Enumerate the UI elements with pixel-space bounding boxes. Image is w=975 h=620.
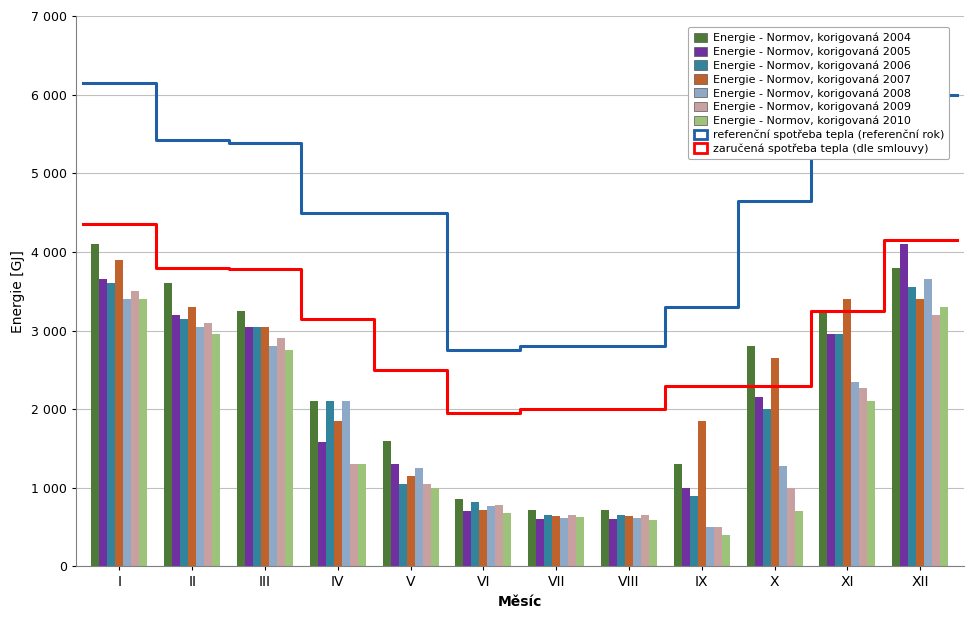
Legend: Energie - Normov, korigovaná 2004, Energie - Normov, korigovaná 2005, Energie - : Energie - Normov, korigovaná 2004, Energ… bbox=[688, 27, 950, 159]
Bar bbox=[755, 397, 762, 566]
Bar bbox=[819, 311, 828, 566]
Bar bbox=[916, 299, 924, 566]
Bar bbox=[196, 327, 204, 566]
Bar bbox=[924, 280, 932, 566]
Bar bbox=[900, 244, 908, 566]
Bar bbox=[132, 291, 139, 566]
Bar bbox=[932, 315, 940, 566]
Bar bbox=[528, 510, 536, 566]
Bar bbox=[787, 488, 795, 566]
Bar bbox=[625, 516, 633, 566]
Bar bbox=[480, 510, 488, 566]
Bar bbox=[536, 519, 544, 566]
Bar bbox=[391, 464, 399, 566]
Bar bbox=[399, 484, 407, 566]
Bar bbox=[188, 307, 196, 566]
Bar bbox=[836, 334, 843, 566]
Bar bbox=[940, 307, 949, 566]
Bar bbox=[795, 512, 802, 566]
Bar bbox=[633, 518, 641, 566]
Bar bbox=[107, 283, 115, 566]
Bar bbox=[124, 299, 132, 566]
Bar bbox=[463, 512, 471, 566]
Bar bbox=[237, 311, 245, 566]
Bar bbox=[99, 280, 107, 566]
Bar bbox=[689, 495, 698, 566]
Bar bbox=[892, 268, 900, 566]
Bar bbox=[204, 322, 213, 566]
Bar bbox=[277, 339, 285, 566]
Bar bbox=[358, 464, 366, 566]
Bar bbox=[115, 260, 124, 566]
Bar bbox=[382, 441, 391, 566]
Bar bbox=[333, 421, 342, 566]
Bar bbox=[342, 401, 350, 566]
Bar bbox=[544, 515, 552, 566]
Bar bbox=[649, 520, 657, 566]
Bar bbox=[682, 488, 689, 566]
Bar bbox=[609, 519, 617, 566]
Bar bbox=[641, 515, 649, 566]
Bar bbox=[253, 327, 261, 566]
Bar bbox=[180, 319, 188, 566]
Bar bbox=[908, 287, 916, 566]
Bar bbox=[828, 334, 836, 566]
Bar bbox=[851, 381, 859, 566]
Bar bbox=[868, 401, 876, 566]
Bar bbox=[576, 517, 584, 566]
Bar bbox=[431, 488, 439, 566]
Bar bbox=[843, 299, 851, 566]
Bar bbox=[601, 510, 609, 566]
Y-axis label: Energie [GJ]: Energie [GJ] bbox=[11, 250, 25, 333]
Bar bbox=[326, 401, 333, 566]
Bar bbox=[779, 466, 787, 566]
Bar bbox=[674, 464, 682, 566]
Bar bbox=[455, 500, 463, 566]
Bar bbox=[561, 518, 568, 566]
Bar bbox=[350, 464, 358, 566]
Bar bbox=[770, 358, 779, 566]
Bar bbox=[471, 502, 480, 566]
Bar bbox=[762, 409, 770, 566]
Bar bbox=[245, 327, 253, 566]
Bar bbox=[747, 346, 755, 566]
Bar bbox=[139, 299, 147, 566]
Bar bbox=[617, 515, 625, 566]
Bar bbox=[269, 346, 277, 566]
Bar bbox=[488, 506, 495, 566]
X-axis label: Měsíc: Měsíc bbox=[497, 595, 542, 609]
Bar bbox=[318, 442, 326, 566]
Bar bbox=[495, 505, 503, 566]
Bar bbox=[310, 401, 318, 566]
Bar bbox=[859, 388, 868, 566]
Bar bbox=[698, 421, 706, 566]
Bar bbox=[714, 527, 721, 566]
Bar bbox=[173, 315, 180, 566]
Bar bbox=[552, 516, 561, 566]
Bar bbox=[285, 350, 293, 566]
Bar bbox=[261, 327, 269, 566]
Bar bbox=[213, 334, 220, 566]
Bar bbox=[422, 484, 431, 566]
Bar bbox=[568, 515, 576, 566]
Bar bbox=[164, 283, 173, 566]
Bar bbox=[503, 513, 512, 566]
Bar bbox=[414, 468, 422, 566]
Bar bbox=[407, 476, 414, 566]
Bar bbox=[92, 244, 99, 566]
Bar bbox=[706, 527, 714, 566]
Bar bbox=[722, 535, 730, 566]
